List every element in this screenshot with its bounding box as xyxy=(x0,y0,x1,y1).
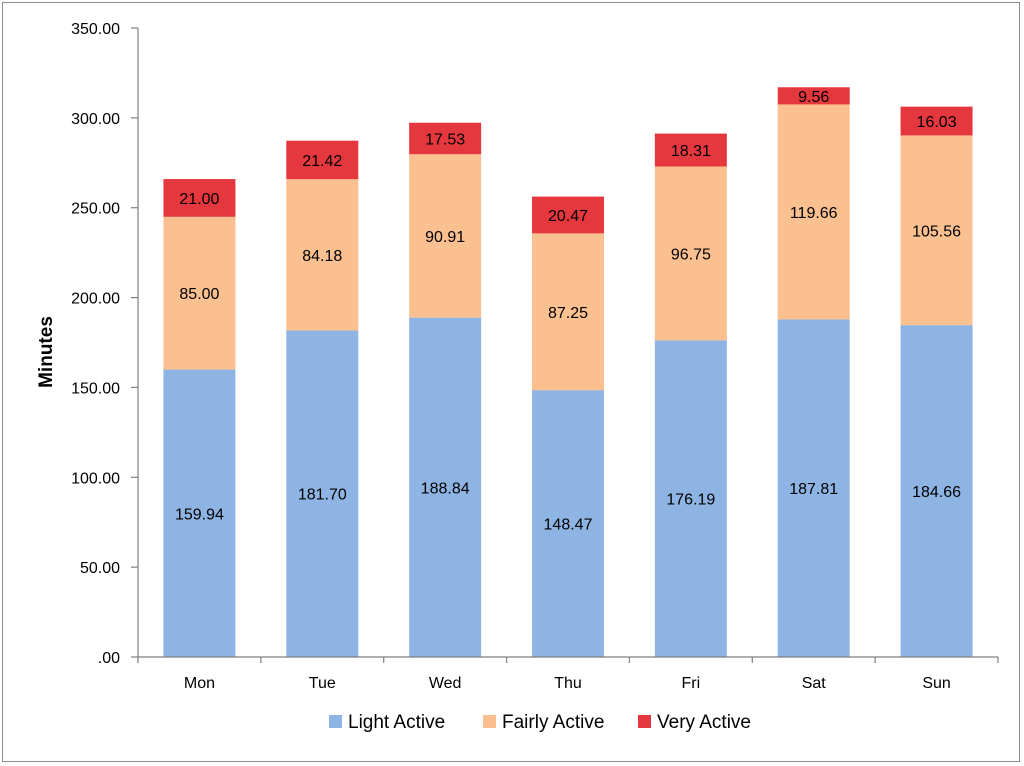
bar-segment-very-active-mon xyxy=(163,179,236,217)
data-label-light-active-fri: 176.19 xyxy=(666,492,715,509)
data-label-fairly-active-mon: 85.00 xyxy=(179,286,219,303)
bar-segment-light-active-mon xyxy=(163,369,236,657)
bar-segment-very-active-sat xyxy=(777,87,850,105)
bar-segment-light-active-wed xyxy=(409,317,482,657)
legend-label-very-active: Very Active xyxy=(657,712,751,733)
legend: Light Active Fairly Active Very Active xyxy=(329,712,751,733)
bar-segment-very-active-sun xyxy=(900,106,973,136)
data-label-light-active-thu: 148.47 xyxy=(544,517,593,534)
legend-swatch-fairly-active xyxy=(483,715,496,728)
y-tick-label: 200.00 xyxy=(71,291,120,308)
bar-segment-fairly-active-sun xyxy=(900,135,973,326)
bar-segment-light-active-sun xyxy=(900,325,973,657)
data-label-fairly-active-sat: 119.66 xyxy=(790,205,838,222)
y-tick-label: .00 xyxy=(98,650,120,667)
data-label-very-active-tue: 21.42 xyxy=(302,153,342,170)
x-tick-label-sat: Sat xyxy=(802,675,827,692)
data-label-very-active-sun: 16.03 xyxy=(917,114,957,131)
data-label-very-active-thu: 20.47 xyxy=(548,208,588,225)
legend-swatch-light-active xyxy=(329,715,342,728)
data-label-fairly-active-sun: 105.56 xyxy=(912,223,961,240)
data-label-very-active-wed: 17.53 xyxy=(425,131,465,148)
bar-segment-light-active-fri xyxy=(654,340,727,657)
data-label-fairly-active-tue: 84.18 xyxy=(302,248,342,265)
data-label-light-active-sun: 184.66 xyxy=(912,484,961,501)
y-tick-label: 350.00 xyxy=(71,21,120,38)
bar-segment-very-active-tue xyxy=(286,140,359,180)
data-labels-layer: 159.94 85.00 21.00 181.70 84.18 21.42 188.84 90… xyxy=(175,89,961,534)
x-tick-label-tue: Tue xyxy=(309,675,336,692)
legend-label-fairly-active: Fairly Active xyxy=(502,712,604,733)
bars-layer xyxy=(163,87,973,657)
y-tick-label: 150.00 xyxy=(71,380,120,397)
data-label-very-active-fri: 18.31 xyxy=(671,143,711,160)
data-label-fairly-active-wed: 90.91 xyxy=(425,229,465,246)
bar-segment-fairly-active-thu xyxy=(532,233,604,391)
bar-segment-fairly-active-sat xyxy=(777,104,850,320)
x-tick-label-fri: Fri xyxy=(682,675,701,692)
bar-segment-light-active-thu xyxy=(532,390,604,657)
bar-segment-light-active-tue xyxy=(286,330,359,657)
x-tick-label-wed: Wed xyxy=(429,675,462,692)
data-label-very-active-mon: 21.00 xyxy=(179,191,219,208)
bar-segment-fairly-active-wed xyxy=(409,154,482,318)
x-tick-label-sun: Sun xyxy=(922,675,950,692)
bar-segment-light-active-sat xyxy=(777,319,850,657)
y-tick-label: 100.00 xyxy=(71,470,120,487)
bar-segment-fairly-active-mon xyxy=(163,216,236,370)
data-label-light-active-tue: 181.70 xyxy=(298,487,347,504)
data-label-light-active-mon: 159.94 xyxy=(175,506,224,523)
data-label-light-active-sat: 187.81 xyxy=(789,481,838,498)
bar-segment-very-active-wed xyxy=(409,122,482,155)
legend-label-light-active: Light Active xyxy=(348,712,445,733)
legend-swatch-very-active xyxy=(638,715,651,728)
x-tick-label-mon: Mon xyxy=(184,675,215,692)
bar-segment-fairly-active-fri xyxy=(654,166,727,341)
data-label-fairly-active-fri: 96.75 xyxy=(671,246,711,263)
y-axis-title: Minutes xyxy=(36,316,57,388)
data-label-very-active-sat: 9.56 xyxy=(798,89,829,106)
y-tick-label: 50.00 xyxy=(80,560,120,577)
bar-segment-very-active-fri xyxy=(654,133,727,167)
data-label-light-active-wed: 188.84 xyxy=(421,480,470,497)
axes-layer: Mon Tue Wed Thu Fri Sat Sun .00 50.00 100.00 150.0… xyxy=(71,21,999,692)
bar-segment-fairly-active-tue xyxy=(286,179,359,331)
y-tick-label: 300.00 xyxy=(71,111,120,128)
x-tick-label-thu: Thu xyxy=(554,675,582,692)
y-tick-label: 250.00 xyxy=(71,201,120,218)
data-label-fairly-active-thu: 87.25 xyxy=(548,305,588,322)
bar-segment-very-active-thu xyxy=(532,196,604,234)
